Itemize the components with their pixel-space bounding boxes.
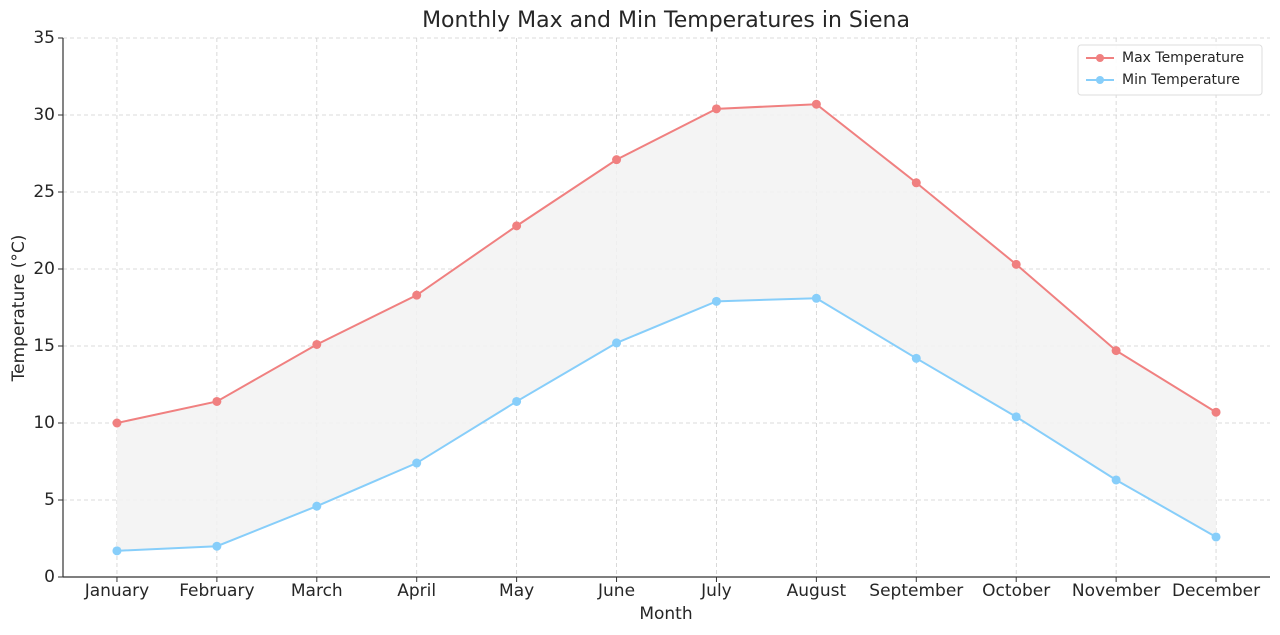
data-point bbox=[612, 338, 622, 348]
data-point bbox=[212, 541, 222, 551]
legend-marker bbox=[1096, 76, 1104, 84]
x-tick-label: January bbox=[84, 581, 149, 601]
x-tick-label: May bbox=[499, 581, 534, 601]
x-axis-label: Month bbox=[639, 604, 692, 624]
x-tick-label: July bbox=[700, 581, 732, 601]
data-point bbox=[512, 221, 522, 231]
data-point bbox=[312, 339, 322, 349]
x-tick-label: August bbox=[787, 581, 847, 601]
x-tick-label: September bbox=[869, 581, 963, 601]
x-tick-label: November bbox=[1072, 581, 1160, 601]
data-point bbox=[811, 293, 821, 303]
data-point bbox=[711, 296, 721, 306]
y-tick-label: 20 bbox=[33, 259, 55, 279]
x-tick-label: April bbox=[397, 581, 436, 601]
data-point bbox=[612, 155, 622, 165]
x-tick-label: February bbox=[179, 581, 254, 601]
fill-between bbox=[116, 104, 1217, 551]
y-tick-label: 25 bbox=[33, 182, 55, 202]
y-tick-label: 15 bbox=[33, 336, 55, 356]
y-tick-label: 35 bbox=[33, 28, 55, 48]
series-line bbox=[116, 297, 1217, 552]
data-point bbox=[1211, 407, 1221, 417]
data-point bbox=[112, 546, 122, 556]
x-tick-label: October bbox=[982, 581, 1050, 601]
y-tick-label: 30 bbox=[33, 105, 55, 125]
data-point bbox=[412, 290, 422, 300]
x-tick-label: March bbox=[291, 581, 343, 601]
legend-box bbox=[1077, 44, 1263, 96]
data-point bbox=[911, 178, 921, 188]
x-tick-label: June bbox=[597, 581, 635, 601]
data-point bbox=[412, 458, 422, 468]
data-point bbox=[1111, 475, 1121, 485]
data-point bbox=[1111, 346, 1121, 356]
y-axis-label: Temperature (°C) bbox=[9, 235, 29, 383]
data-point bbox=[512, 396, 522, 406]
series-line bbox=[116, 103, 1217, 424]
legend-label: Max Temperature bbox=[1122, 50, 1244, 66]
data-point bbox=[312, 501, 322, 511]
data-point bbox=[911, 353, 921, 363]
data-point bbox=[711, 104, 721, 114]
y-tick-label: 5 bbox=[44, 490, 55, 510]
legend-marker bbox=[1096, 54, 1104, 62]
data-point bbox=[1011, 259, 1021, 269]
data-point bbox=[811, 99, 821, 109]
data-point bbox=[1211, 532, 1221, 542]
y-tick-label: 0 bbox=[44, 567, 55, 587]
x-tick-label: December bbox=[1172, 581, 1260, 601]
data-point bbox=[212, 396, 222, 406]
data-point bbox=[112, 418, 122, 428]
data-point bbox=[1011, 412, 1021, 422]
y-tick-label: 10 bbox=[33, 413, 55, 433]
legend-label: Min Temperature bbox=[1122, 72, 1240, 88]
chart-title: Monthly Max and Min Temperatures in Sien… bbox=[422, 8, 910, 33]
